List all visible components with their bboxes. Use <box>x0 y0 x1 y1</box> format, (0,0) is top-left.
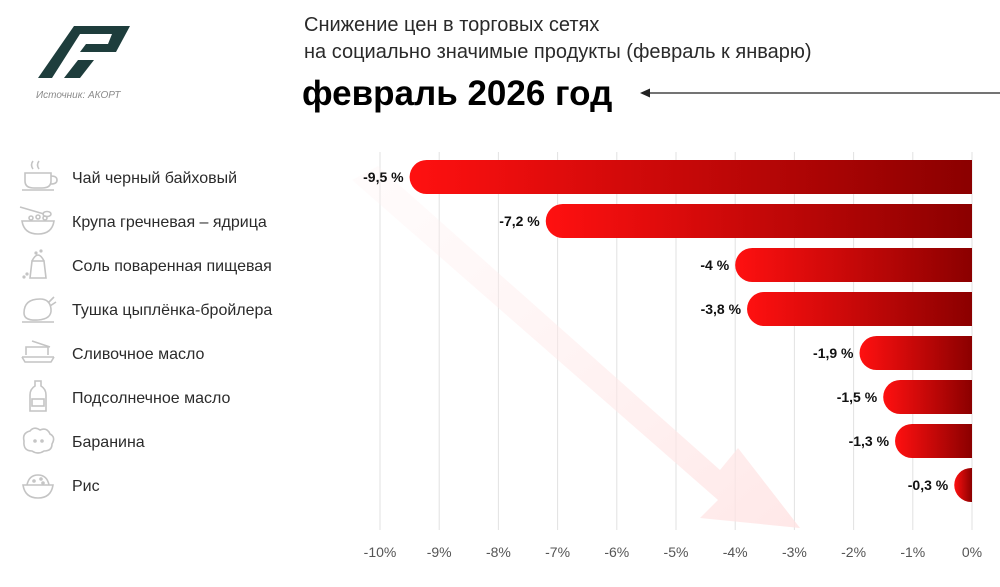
period-heading: февраль 2026 год <box>302 74 613 113</box>
pointer-arrow <box>640 88 1000 98</box>
x-tick-label: -1% <box>900 544 925 560</box>
value-label: -4 % <box>700 257 729 273</box>
x-tick-label: -7% <box>545 544 570 560</box>
category-label: Баранина <box>72 434 145 451</box>
category-label: Подсолнечное масло <box>72 390 230 407</box>
value-label: -1,5 % <box>837 389 878 405</box>
rice-bowl-icon <box>22 474 54 499</box>
value-label: -3,8 % <box>701 301 742 317</box>
x-tick-label: -8% <box>486 544 511 560</box>
buckwheat-bowl-icon <box>19 206 55 235</box>
bar <box>735 248 972 282</box>
x-tick-label: -9% <box>427 544 452 560</box>
bar <box>747 292 972 326</box>
category-label: Тушка цыплёнка-бройлера <box>72 302 272 319</box>
x-tick-label: -3% <box>782 544 807 560</box>
value-label: -7,2 % <box>499 213 540 229</box>
bar <box>545 204 972 238</box>
bar <box>409 160 973 194</box>
trend-arrow-watermark <box>352 166 800 528</box>
salt-shaker-icon <box>22 249 47 279</box>
x-tick-label: -4% <box>723 544 748 560</box>
sheep-icon <box>22 427 55 454</box>
category-label: Соль поваренная пищевая <box>72 258 272 275</box>
bar <box>859 336 972 370</box>
x-tick-label: -10% <box>364 544 397 560</box>
value-label: -1,9 % <box>813 345 854 361</box>
category-label: Чай черный байховый <box>72 170 237 187</box>
value-label: -9,5 % <box>363 169 404 185</box>
bar <box>895 424 972 458</box>
source-note: Источник: АКОРТ <box>36 90 121 101</box>
akort-logo <box>38 26 130 78</box>
chicken-icon <box>22 296 57 323</box>
category-label: Рис <box>72 478 100 495</box>
bar <box>883 380 972 414</box>
title-line-2: на социально значимые продукты (февраль … <box>304 41 812 63</box>
bar <box>954 468 972 502</box>
chart-title: Снижение цен в торговых сетях на социаль… <box>304 12 812 66</box>
value-label: -0,3 % <box>908 477 949 493</box>
category-label: Крупа гречневая – ядрица <box>72 214 267 231</box>
x-tick-label: -6% <box>604 544 629 560</box>
tea-cup-icon <box>22 160 58 191</box>
oil-bottle-icon <box>29 380 47 412</box>
category-label: Сливочное масло <box>72 346 205 363</box>
x-tick-label: -2% <box>841 544 866 560</box>
butter-dish-icon <box>21 340 55 363</box>
x-tick-label: 0% <box>962 544 982 560</box>
title-line-1: Снижение цен в торговых сетях <box>304 14 600 36</box>
value-label: -1,3 % <box>849 433 890 449</box>
x-tick-label: -5% <box>664 544 689 560</box>
